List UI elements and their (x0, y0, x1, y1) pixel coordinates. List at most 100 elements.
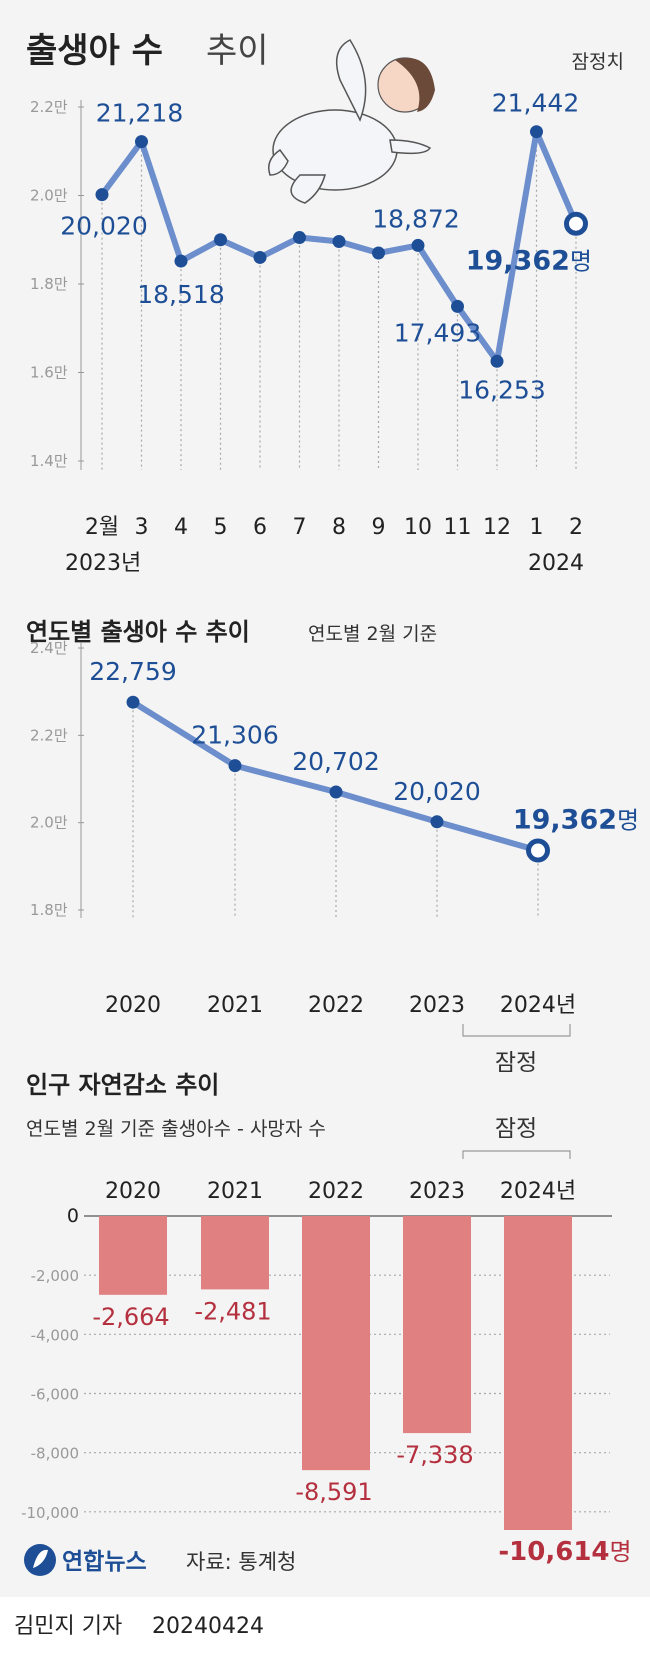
chart1-point (174, 254, 188, 268)
chart3-bar (99, 1216, 167, 1295)
chart2: 2.4만 2.2만 2.0만 1.8만 2020 2021 2022 2023 2024년 2… (30, 639, 639, 1076)
chart3-ytick: -2,000 (31, 1267, 79, 1285)
chart1-point (95, 188, 109, 202)
baby-illustration (268, 39, 435, 204)
chart2-ytick: 2.4만 (30, 639, 68, 657)
chart1-ytick: 2.2만 (30, 98, 68, 116)
chart3-xtick: 2023 (409, 1179, 465, 1204)
chart3-xtick: 2024년 (500, 1179, 576, 1204)
chart2-xtick: 2023 (409, 993, 465, 1018)
chart1-year-2024: 2024 (528, 551, 584, 576)
chart3-data-label: -7,338 (396, 1441, 473, 1469)
chart3-ytick: -10,000 (21, 1504, 79, 1522)
chart3-unit: 명 (610, 1538, 632, 1566)
chart2-ytick: 2.0만 (30, 814, 68, 832)
chart1-data-label: 18,518 (137, 280, 224, 309)
chart2-data-label: 22,759 (89, 657, 176, 686)
chart1-data-label: 16,253 (458, 375, 545, 404)
chart1-xtick: 10 (404, 515, 432, 540)
chart1-xtick: 12 (483, 515, 511, 540)
chart1-point (293, 231, 306, 245)
chart3-ytick: -6,000 (31, 1386, 79, 1404)
chart3: 2020 2021 2022 2023 2024년 0 -2,000 -4,000 -6,00… (21, 1179, 632, 1567)
chart1-xtick: 11 (444, 515, 472, 540)
chart1-note: 잠정치 (572, 51, 624, 73)
chart1-unit: 명 (570, 248, 592, 276)
chart2-data-label: 19,362명 (513, 805, 639, 836)
chart1-data-label: 21,218 (96, 99, 183, 128)
chart2-point (430, 815, 444, 829)
chart2-xtick: 2021 (207, 993, 263, 1018)
chart2-data-label: 21,306 (191, 721, 278, 750)
chart1-xtick: 5 (214, 515, 228, 540)
chart3-provisional-label: 잠정 (495, 1116, 537, 1142)
chart1-xtick: 2 (569, 515, 583, 540)
chart2-xtick: 2024년 (500, 993, 576, 1018)
chart1-data-label: 17,493 (394, 318, 481, 347)
chart3-ytick: 0 (67, 1205, 79, 1227)
chart1-xtick: 7 (293, 515, 307, 540)
yonhap-logo-text: 연합뉴스 (62, 1549, 147, 1575)
chart1-point (135, 135, 148, 149)
chart1-point (411, 238, 425, 252)
chart1-xtick: 2월 (85, 515, 119, 540)
chart3-xtick: 2020 (105, 1179, 161, 1204)
chart1-ytick: 1.4만 (30, 452, 68, 470)
chart3-ytick: -4,000 (31, 1326, 79, 1344)
chart2-ytick: 2.2만 (30, 726, 68, 744)
chart2-point (329, 785, 343, 799)
chart2-data-label: 20,702 (292, 747, 379, 776)
chart1: 2.2만2.0만1.8만1.6만1.4만 2월 3 4 5 6 7 8 9 10 11 12 1 2 2… (30, 89, 592, 576)
chart3-bar (403, 1216, 471, 1434)
chart3-data-label: -8,591 (295, 1478, 372, 1506)
chart2-unit: 명 (617, 807, 639, 835)
chart1-point (530, 125, 543, 139)
chart1-xtick: 9 (372, 515, 386, 540)
chart2-provisional-bracket (462, 1024, 571, 1037)
chart3-xtick: 2022 (308, 1179, 364, 1204)
chart3-subtitle: 연도별 2월 기준 출생아수 - 사망자 수 (26, 1118, 326, 1140)
chart3-xtick: 2021 (207, 1179, 263, 1204)
chart2-ytick: 1.8만 (30, 901, 68, 919)
date: 20240424 (152, 1614, 264, 1639)
yonhap-logo: 연합뉴스 (24, 1544, 147, 1576)
chart2-point-latest (526, 838, 550, 863)
chart3-provisional-bracket (462, 1150, 571, 1159)
chart1-ytick: 2.0만 (30, 187, 68, 205)
chart3-bar (302, 1216, 370, 1471)
byline: 김민지 기자 (14, 1614, 122, 1639)
chart1-point (372, 246, 385, 260)
chart3-data-label: -2,481 (194, 1297, 271, 1325)
chart2-provisional-label: 잠정 (495, 1050, 537, 1076)
chart1-ytick: 1.6만 (30, 364, 68, 382)
chart1-xtick: 1 (530, 515, 544, 540)
chart3-bar (201, 1216, 269, 1290)
chart2-xtick: 2020 (105, 993, 161, 1018)
chart1-point (253, 250, 267, 264)
chart1-point (490, 354, 504, 368)
chart2-title: 연도별 출생아 수 추이 (26, 618, 250, 646)
chart2-xtick: 2022 (308, 993, 364, 1018)
chart1-title: 출생아 수 (26, 31, 163, 71)
chart1-point (451, 299, 464, 313)
chart1-data-label: 18,872 (372, 204, 459, 233)
chart3-title: 인구 자연감소 추이 (26, 1071, 219, 1099)
chart1-xtick: 6 (253, 515, 267, 540)
chart1-xtick: 8 (332, 515, 346, 540)
chart1-xtick: 4 (174, 515, 188, 540)
source-text: 자료: 통계청 (186, 1550, 296, 1574)
chart3-data-label: -2,664 (92, 1303, 169, 1331)
chart1-ytick: 1.8만 (30, 275, 68, 293)
chart2-point (228, 759, 242, 773)
chart1-xtick: 3 (135, 515, 149, 540)
chart1-data-label: 20,020 (60, 212, 147, 241)
chart3-data-label: -10,614명 (498, 1537, 631, 1567)
chart3-bar (504, 1216, 572, 1530)
chart1-point-latest (564, 211, 588, 236)
chart1-data-label: 21,442 (492, 89, 579, 118)
chart1-point (332, 235, 346, 249)
chart1-title-suffix: 추이 (206, 31, 269, 71)
chart1-data-label: 19,362명 (466, 246, 592, 277)
